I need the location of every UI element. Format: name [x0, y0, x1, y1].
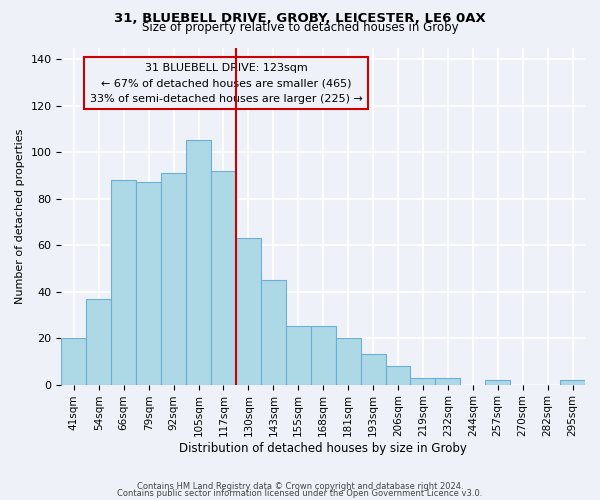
- Bar: [410, 378, 436, 384]
- Bar: [161, 173, 186, 384]
- Bar: [560, 380, 585, 384]
- Bar: [236, 238, 261, 384]
- Bar: [136, 182, 161, 384]
- Bar: [311, 326, 335, 384]
- Bar: [186, 140, 211, 384]
- Y-axis label: Number of detached properties: Number of detached properties: [15, 128, 25, 304]
- Bar: [335, 338, 361, 384]
- Text: Contains HM Land Registry data © Crown copyright and database right 2024.: Contains HM Land Registry data © Crown c…: [137, 482, 463, 491]
- Bar: [485, 380, 510, 384]
- Bar: [211, 170, 236, 384]
- Bar: [361, 354, 386, 384]
- X-axis label: Distribution of detached houses by size in Groby: Distribution of detached houses by size …: [179, 442, 467, 455]
- Bar: [261, 280, 286, 384]
- Text: Size of property relative to detached houses in Groby: Size of property relative to detached ho…: [142, 22, 458, 35]
- Bar: [386, 366, 410, 384]
- Text: Contains public sector information licensed under the Open Government Licence v3: Contains public sector information licen…: [118, 489, 482, 498]
- Bar: [286, 326, 311, 384]
- Bar: [111, 180, 136, 384]
- Bar: [61, 338, 86, 384]
- Text: 31, BLUEBELL DRIVE, GROBY, LEICESTER, LE6 0AX: 31, BLUEBELL DRIVE, GROBY, LEICESTER, LE…: [114, 12, 486, 24]
- Bar: [436, 378, 460, 384]
- Bar: [86, 298, 111, 384]
- Text: 31 BLUEBELL DRIVE: 123sqm
← 67% of detached houses are smaller (465)
33% of semi: 31 BLUEBELL DRIVE: 123sqm ← 67% of detac…: [90, 62, 363, 104]
